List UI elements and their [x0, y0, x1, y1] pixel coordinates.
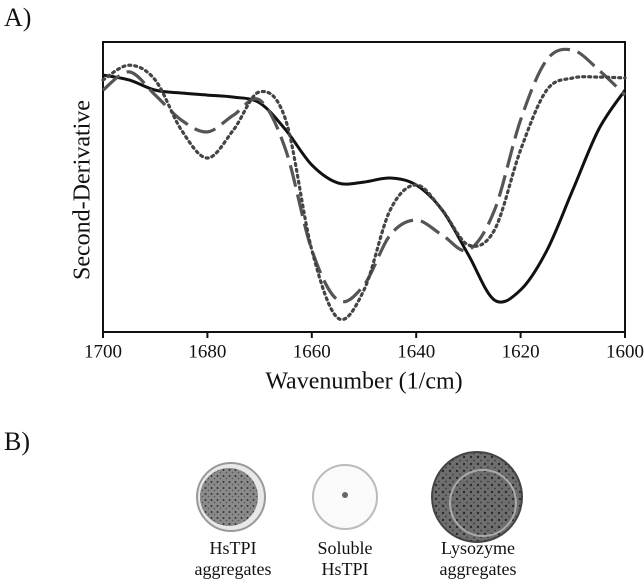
- well-label: Lysozyme: [441, 538, 515, 558]
- x-tick-label: 1620: [502, 341, 540, 362]
- well-label: HsTPI: [209, 538, 256, 558]
- well: [431, 451, 523, 543]
- well-label: Soluble: [317, 538, 372, 558]
- x-tick-label: 1660: [293, 341, 331, 362]
- x-axis-label: Wavenumber (1/cm): [265, 369, 462, 395]
- x-tick-label: 1600: [606, 341, 644, 362]
- x-tick-label: 1700: [84, 341, 122, 362]
- series-line: [102, 73, 627, 304]
- well-label: HsTPI: [321, 559, 368, 579]
- well-content: [342, 492, 348, 498]
- x-tick-label: 1640: [397, 341, 435, 362]
- y-axis-label: Second-Derivative: [70, 100, 96, 280]
- well-images: [196, 451, 523, 543]
- series-line: [101, 47, 627, 304]
- well-label: aggregates: [195, 559, 272, 579]
- panel-label: A): [4, 3, 31, 32]
- well-label: aggregates: [440, 559, 517, 579]
- x-tick-label: 1680: [188, 341, 226, 362]
- well-content: [200, 468, 258, 526]
- series-line: [101, 63, 627, 322]
- panel-label: B): [4, 427, 30, 456]
- well-rim: [449, 469, 517, 537]
- plot-frame: [102, 41, 626, 333]
